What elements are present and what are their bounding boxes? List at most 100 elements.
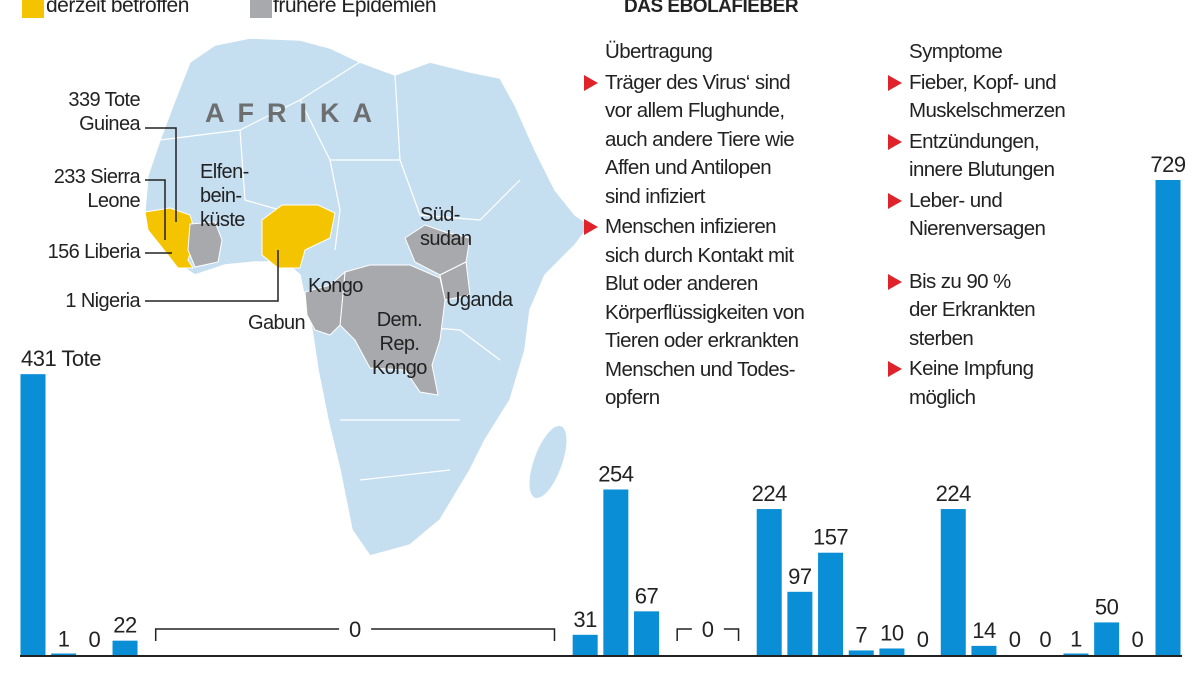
- bullet-triangle-icon: [888, 361, 902, 377]
- label-elfenbeinkueste: Elfen- bein- küste: [200, 160, 249, 232]
- region-south-sudan-past: [404, 224, 471, 276]
- bullet-line: Leber- und: [909, 188, 1003, 212]
- bullet-line: Entzündungen,: [909, 129, 1040, 153]
- value-label: 224: [752, 481, 787, 506]
- label-line: Elfen-: [200, 161, 249, 183]
- bullet-line: Nierenversagen: [909, 217, 1046, 240]
- bar-79: [112, 640, 138, 655]
- value-label: 31: [573, 607, 597, 632]
- label-line: küste: [200, 209, 245, 231]
- zero-range-bracket: [154, 628, 556, 641]
- bar-95: [603, 489, 629, 655]
- bullet-line: der Erkrankten: [909, 298, 1036, 321]
- sierra-leone-name: Leone: [87, 190, 140, 212]
- value-label: 431 Tote: [21, 346, 101, 371]
- region-cote-divoire-past: [187, 221, 223, 268]
- bullet-line: Körperflüssigkeiten von: [605, 300, 805, 324]
- zero-range-bracket: [676, 628, 740, 641]
- bullet-triangle-icon: [584, 74, 598, 91]
- bullet-line: opfern: [605, 386, 660, 409]
- label-sierra-leone: 233 Sierra Leone: [30, 165, 141, 213]
- value-label: 67: [635, 583, 659, 608]
- bar-96: [634, 611, 660, 655]
- label-line: Kongo: [372, 357, 427, 379]
- bullet-line: Tieren oder erkrankten: [605, 329, 799, 352]
- bullet-triangle-icon: [888, 74, 902, 91]
- value-label: 10: [880, 620, 904, 645]
- value-label: 157: [813, 525, 848, 550]
- label-suedsudan: Süd- sudan: [420, 203, 472, 251]
- africa-map: [144, 37, 592, 557]
- value-label: 22: [113, 613, 137, 638]
- info-bullet: Leber- und Nierenversagen: [888, 187, 1199, 244]
- bar-*: [1155, 180, 1181, 655]
- info-title: DAS EBOLAFIEBER: [624, 0, 799, 17]
- legend-swatch-past: [250, 0, 272, 18]
- info-bullet: Keine Impfung möglich: [888, 355, 1199, 412]
- info-bullet: Träger des Virus‘ sind vor allem Flughund…: [584, 69, 875, 212]
- label-liberia: 156 Liberia: [47, 241, 141, 263]
- bullet-line: sich durch Kontakt mit: [605, 243, 794, 267]
- bullet-line: Blut oder anderen: [605, 272, 758, 295]
- bar-08: [971, 645, 997, 655]
- symptoms-column: Symptome Fieber, Kopf- und Muskelschmerze…: [888, 38, 1199, 414]
- bullet-triangle-icon: [584, 219, 598, 235]
- label-nigeria: 1 Nigeria: [65, 290, 140, 312]
- legend-past-label: frühere Epidemien: [273, 0, 437, 17]
- map-region-label: AFRIKA: [205, 98, 385, 128]
- bullet-triangle-icon: [888, 133, 902, 150]
- label-line: Rep.: [379, 333, 420, 355]
- value-label: 0: [917, 627, 929, 652]
- legend-current-label: derzeit betroffen: [46, 0, 189, 17]
- value-label: 224: [936, 481, 971, 506]
- value-label: 97: [788, 564, 812, 589]
- value-label: 729: [1150, 152, 1185, 177]
- bar-05: [879, 648, 905, 655]
- bullet-line: Bis zu 90 %: [909, 269, 1011, 293]
- value-label: 0: [1039, 627, 1051, 652]
- bullet-triangle-icon: [888, 273, 902, 290]
- callout-lines: [145, 127, 279, 302]
- region-congo-gabon-past: [304, 270, 346, 336]
- bar-76: [20, 374, 46, 655]
- label-line: Süd-: [420, 204, 460, 226]
- info-bullet: Fieber, Kopf- und Muskelschmerzen: [888, 69, 1199, 126]
- guinea-name: Guinea: [79, 113, 141, 135]
- bullet-line: innere Blutungen: [909, 158, 1055, 181]
- bar-00: [756, 509, 782, 655]
- bar-12: [1094, 622, 1120, 655]
- bullet-line: Menschen infizieren: [605, 215, 777, 238]
- value-label: 0: [1009, 627, 1021, 652]
- label-drc: Dem. Rep. Kongo: [372, 308, 427, 380]
- country-borders: [159, 61, 521, 481]
- value-label: 50: [1095, 594, 1119, 619]
- label-uganda: Uganda: [446, 289, 513, 311]
- value-label: 1: [58, 626, 70, 651]
- bullet-line: möglich: [909, 385, 976, 409]
- info-bullet: Entzündungen, innere Blutungen: [888, 128, 1199, 185]
- bullet-line: Menschen und Todes-: [605, 357, 796, 381]
- bullet-triangle-icon: [888, 192, 902, 209]
- bullet-line: sind infiziert: [605, 184, 705, 208]
- zero-range-label: 0: [349, 617, 361, 642]
- region-drc-past: [339, 264, 446, 396]
- info-bullet: Menschen infizieren sich durch Kontakt mi…: [584, 213, 875, 413]
- bar-04: [848, 650, 874, 655]
- bullet-line: Träger des Virus‘ sind: [605, 70, 791, 94]
- bullet-line: Fieber, Kopf- und: [909, 70, 1057, 94]
- bullet-line: vor allem Flughunde,: [605, 99, 785, 122]
- transmission-column: Übertragung Träger des Virus‘ sind vor al…: [584, 38, 875, 415]
- label-kongo: Kongo: [308, 275, 363, 297]
- legend-swatch-current: [22, 0, 44, 18]
- value-label: 0: [88, 627, 100, 652]
- bar-07: [940, 509, 966, 655]
- value-label: 7: [855, 622, 867, 647]
- label-line: Dem.: [376, 309, 423, 331]
- zero-range-label: 0: [702, 617, 714, 642]
- value-label: 0: [1131, 627, 1143, 652]
- transmission-heading: Übertragung: [605, 40, 713, 63]
- symptoms-heading: Symptome: [909, 40, 1003, 63]
- value-label: 14: [972, 618, 996, 643]
- sierra-leone-deaths: 233 Sierra: [53, 166, 141, 188]
